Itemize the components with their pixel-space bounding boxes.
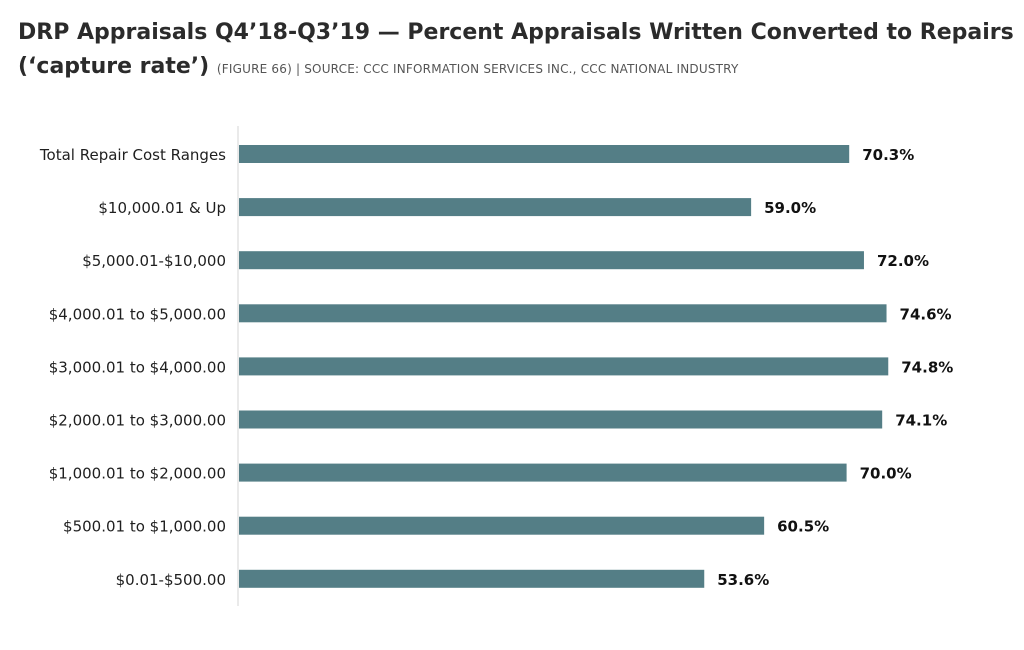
value-label: 70.0% <box>860 465 912 483</box>
bar <box>239 198 752 217</box>
bar <box>239 569 705 588</box>
bar <box>239 145 850 163</box>
category-label: $2,000.01 to $3,000.00 <box>49 412 226 430</box>
category-label: $4,000.01 to $5,000.00 <box>49 305 226 323</box>
chart-title: DRP Appraisals Q4’18-Q3’19 — Percent App… <box>18 16 1014 50</box>
value-label: 53.6% <box>717 571 769 589</box>
category-label: Total Repair Cost Ranges <box>39 146 226 164</box>
bar <box>239 516 765 535</box>
value-label: 59.0% <box>764 199 816 217</box>
chart-subtitle: (FIGURE 66) | SOURCE: CCC INFORMATION SE… <box>216 62 739 76</box>
value-label: 74.1% <box>895 412 947 430</box>
category-label: $3,000.01 to $4,000.00 <box>49 358 226 376</box>
category-label: $10,000.01 & Up <box>98 199 226 217</box>
value-label: 60.5% <box>777 518 829 536</box>
category-label: $0.01-$500.00 <box>116 571 226 589</box>
bar <box>239 304 887 323</box>
value-label: 72.0% <box>877 252 929 270</box>
value-label: 70.3% <box>862 146 914 164</box>
bar <box>239 357 889 376</box>
category-label: $500.01 to $1,000.00 <box>63 518 226 536</box>
value-label: 74.6% <box>900 305 952 323</box>
bar <box>239 463 847 482</box>
category-label: $1,000.01 to $2,000.00 <box>49 465 226 483</box>
bar <box>239 251 864 270</box>
chart-title-line-1: DRP Appraisals Q4’18-Q3’19 — Percent App… <box>18 20 1014 45</box>
bar <box>239 410 883 429</box>
chart-header: DRP Appraisals Q4’18-Q3’19 — Percent App… <box>18 16 1014 86</box>
chart-title-line-2: (‘capture rate’) <box>18 54 210 79</box>
value-label: 74.8% <box>901 358 953 376</box>
category-label: $5,000.01-$10,000 <box>82 252 226 270</box>
chart-title-line-2-row: (‘capture rate’) (FIGURE 66) | SOURCE: C… <box>18 50 1008 86</box>
